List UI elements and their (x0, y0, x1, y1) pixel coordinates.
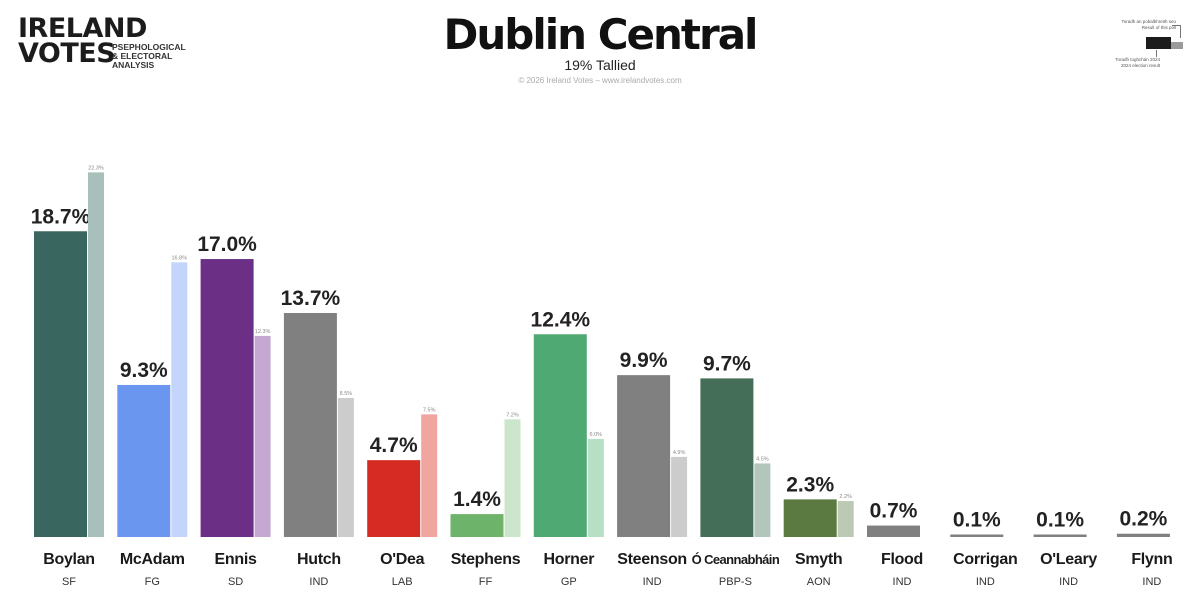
poll-bar (450, 514, 504, 537)
poll-value-label: 12.4% (531, 308, 591, 331)
logo-tagline-line: & ELECTORAL (112, 51, 173, 61)
previous-result-bar (337, 398, 354, 537)
candidate-name: Smyth (795, 551, 842, 568)
logo-line-votes: VOTES (18, 38, 116, 69)
party-label: IND (309, 576, 328, 588)
poll-bar (783, 499, 837, 537)
previous-value-label: 7.2% (506, 412, 519, 418)
poll-bar (367, 460, 421, 537)
legend-text: Toradh toghchán 2024 (1115, 57, 1160, 62)
poll-bar (700, 378, 754, 537)
poll-bar (283, 313, 337, 537)
chart-legend: Toradh an pobalbhreith seo Result of thi… (1080, 16, 1190, 76)
previous-value-label: 16.8% (171, 255, 187, 261)
copyright-credit: © 2026 Ireland Votes – www.irelandvotes.… (518, 76, 682, 85)
logo-tagline-line: ANALYSIS (112, 60, 155, 70)
previous-result-bar (504, 419, 521, 537)
candidate-name: Ó Ceannabháin (692, 552, 780, 567)
legend-previous-label: Toradh toghchán 2024 2024 election resul… (1060, 57, 1160, 68)
previous-value-label: 7.5% (423, 407, 436, 413)
previous-value-label: 2.2% (839, 494, 852, 500)
previous-value-label: 22.3% (88, 165, 104, 171)
previous-result-bar (254, 335, 271, 537)
poll-value-label: 0.1% (1036, 509, 1084, 532)
legend-connector (1172, 25, 1181, 38)
poll-value-label: 9.3% (120, 359, 168, 382)
candidate-name: Flood (881, 551, 923, 568)
legend-current-label: Toradh an pobalbhreith seo Result of thi… (1076, 19, 1176, 30)
party-label: LAB (392, 576, 413, 588)
chart-subtitle: 19% Tallied (564, 57, 636, 73)
legend-current-swatch (1146, 37, 1171, 49)
previous-value-label: 4.9% (673, 450, 686, 456)
poll-bar (1033, 534, 1087, 537)
poll-value-label: 0.7% (870, 500, 918, 523)
party-label: IND (1142, 576, 1161, 588)
previous-result-bar (88, 172, 104, 537)
candidate-name: Hutch (297, 551, 341, 568)
poll-bar (200, 259, 254, 537)
poll-value-label: 9.9% (620, 349, 668, 372)
chart-title: Dublin Central (443, 10, 759, 59)
legend-connector (1156, 50, 1157, 57)
legend-text: 2024 election result (1120, 62, 1160, 68)
legend-previous-swatch (1171, 42, 1183, 49)
previous-value-label: 8.5% (340, 391, 353, 397)
poll-value-label: 18.7% (31, 205, 91, 228)
party-label: GP (561, 576, 577, 588)
candidate-name: Stephens (451, 551, 521, 568)
previous-value-label: 4.5% (756, 456, 769, 462)
candidate-name: Corrigan (953, 551, 1017, 568)
poll-value-label: 2.3% (786, 473, 834, 496)
poll-bar (34, 231, 87, 537)
logo-tagline-line: PSEPHOLOGICAL (112, 42, 186, 52)
candidate-name: O'Leary (1040, 551, 1097, 568)
poll-bar (867, 525, 920, 537)
previous-result-bar (671, 456, 688, 537)
poll-value-label: 0.2% (1119, 508, 1167, 531)
poll-value-label: 0.1% (953, 509, 1001, 532)
previous-value-label: 6.0% (590, 432, 603, 438)
previous-result-bar (587, 438, 604, 537)
poll-bar (950, 534, 1004, 537)
previous-result-bar (837, 501, 854, 537)
party-label: AON (807, 576, 831, 588)
party-label: FF (479, 576, 493, 588)
poll-value-label: 9.7% (703, 352, 751, 375)
party-label: IND (643, 576, 662, 588)
party-label: IND (1059, 576, 1078, 588)
candidate-name: Ennis (215, 551, 257, 568)
party-label: SF (62, 576, 76, 588)
previous-result-bar (754, 463, 771, 537)
previous-result-bar (171, 262, 188, 537)
poll-value-label: 4.7% (370, 434, 418, 457)
party-label: PBP-S (719, 576, 752, 588)
candidate-name: Horner (543, 551, 594, 568)
logo-line-ireland: IRELAND (18, 13, 147, 44)
previous-value-label: 12.3% (255, 329, 271, 335)
poll-value-label: 13.7% (281, 287, 341, 310)
poll-bar (533, 334, 587, 537)
poll-value-label: 1.4% (453, 488, 501, 511)
logo-tagline: PSEPHOLOGICAL & ELECTORAL ANALYSIS (112, 43, 212, 70)
legend-text: Result of this poll (1141, 24, 1176, 30)
party-label: IND (976, 576, 995, 588)
poll-bar (617, 375, 671, 537)
candidate-name: O'Dea (380, 551, 425, 568)
poll-value-label: 17.0% (197, 233, 257, 256)
candidate-name: McAdam (120, 551, 185, 568)
previous-result-bar (421, 414, 438, 537)
party-label: IND (893, 576, 912, 588)
candidate-name: Flynn (1131, 551, 1172, 568)
ireland-votes-logo: IRELAND VOTES PSEPHOLOGICAL & ELECTORAL … (18, 13, 198, 72)
party-label: FG (145, 576, 160, 588)
legend-text: Toradh an pobalbhreith seo (1121, 19, 1176, 24)
poll-bar (1116, 533, 1170, 537)
party-label: SD (228, 576, 243, 588)
candidate-name: Steenson (617, 551, 687, 568)
candidate-name: Boylan (43, 551, 95, 568)
poll-bar (117, 384, 171, 537)
